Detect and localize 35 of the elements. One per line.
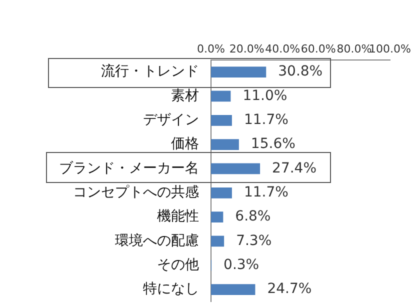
bar — [211, 236, 224, 247]
data-label: 27.4% — [272, 160, 317, 176]
data-label: 11.0% — [242, 88, 288, 104]
y-tick-label: 環境への配慮 — [115, 232, 199, 249]
bar — [211, 90, 231, 102]
y-tick-label: その他 — [157, 257, 199, 273]
y-tick-label: デザイン — [143, 112, 199, 128]
x-tick-label: 80.0% — [336, 42, 372, 56]
x-tick-label: 20.0% — [229, 42, 264, 56]
y-tick-label: ブランド・メーカー名 — [59, 160, 199, 176]
y-tick-label: 機能性 — [157, 208, 199, 225]
x-tick-label: 60.0% — [300, 42, 336, 56]
y-tick-label: 価格 — [171, 136, 199, 152]
x-tick-label: 40.0% — [265, 42, 300, 56]
y-tick-label: 特になし — [143, 281, 199, 298]
data-label: 0.3% — [224, 257, 260, 273]
data-label: 11.7% — [244, 184, 288, 201]
bar — [211, 66, 266, 78]
data-label: 11.7% — [244, 112, 288, 128]
data-label: 6.8% — [235, 208, 271, 225]
data-label: 7.3% — [236, 232, 272, 249]
data-label: 24.7% — [267, 281, 312, 298]
bar — [211, 187, 232, 198]
data-label: 30.8% — [278, 64, 323, 80]
bar — [211, 139, 239, 150]
y-tick-label: コンセプトへの共感 — [73, 184, 199, 201]
x-tick-label: 0.0% — [197, 42, 225, 56]
bar — [211, 114, 232, 126]
data-label: 15.6% — [250, 136, 296, 152]
bar — [211, 284, 256, 295]
y-tick-label: 流行・トレンド — [101, 64, 199, 80]
bar — [211, 212, 224, 222]
bar — [211, 163, 260, 174]
y-tick-label: 素材 — [171, 88, 199, 104]
x-tick-label: 100.0% — [369, 42, 411, 56]
